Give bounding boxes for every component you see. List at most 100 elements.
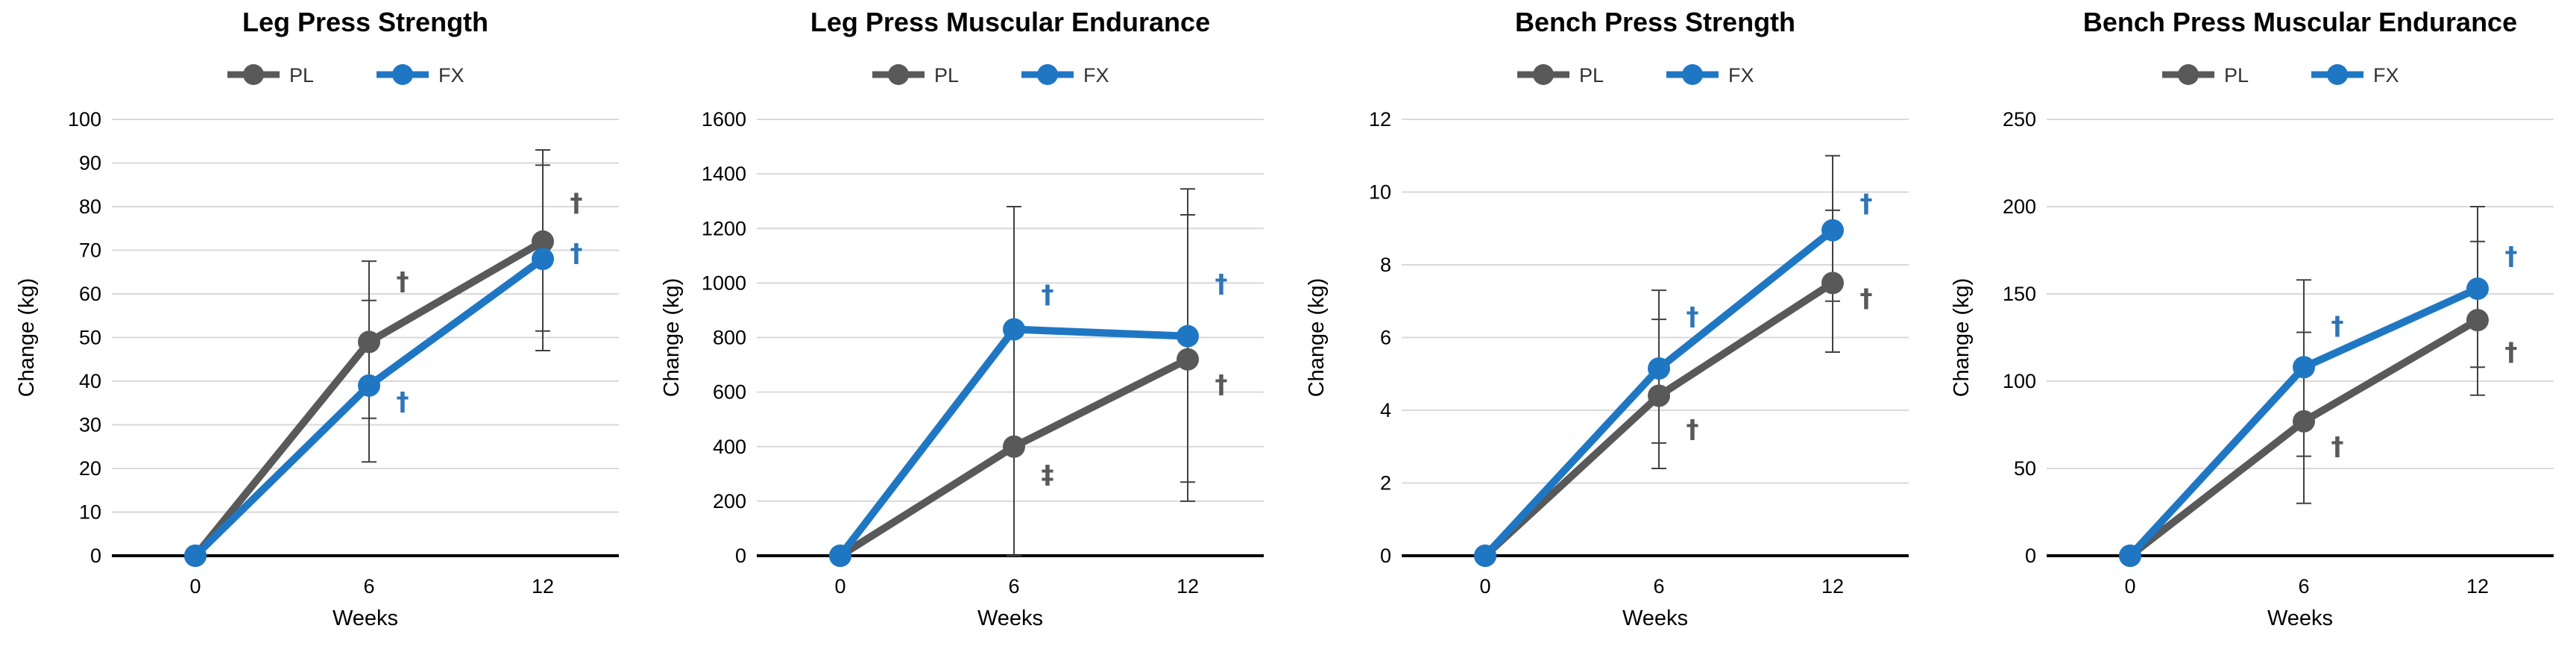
chart-leg-press-endurance: Leg Press Muscular Endurance PL FX 0 200 400 6… (660, 7, 1264, 630)
x-axis-label: Weeks (1622, 606, 1688, 630)
legend-label-pl: PL (1579, 64, 1604, 87)
y-tick-label: 100 (2003, 370, 2036, 392)
y-tick-label: 0 (735, 545, 746, 567)
significance-marker-pl: ‡ (1042, 460, 1054, 489)
y-tick-label: 400 (713, 436, 746, 458)
data-point-fx (184, 545, 207, 567)
legend-label-fx: FX (438, 64, 465, 87)
y-tick-label: 0 (90, 545, 101, 567)
chart-title: Leg Press Muscular Endurance (810, 7, 1210, 37)
legend-marker-fx (1037, 64, 1058, 85)
legend: PL FX (872, 64, 1109, 87)
y-tick-label: 0 (1380, 545, 1391, 567)
significance-marker-pl: † (1215, 370, 1228, 400)
y-tick-label: 6 (1380, 327, 1391, 349)
legend: PL FX (1517, 64, 1754, 87)
legend-label-fx: FX (1083, 64, 1109, 87)
data-point-pl (1003, 435, 1025, 458)
y-tick-label: 50 (2014, 457, 2036, 480)
x-tick-label: 6 (363, 575, 374, 598)
chart-panel-leg-press-endurance: Leg Press Muscular Endurance PL FX 0 200 400 6… (645, 0, 1286, 646)
legend-label-pl: PL (2224, 64, 2249, 87)
significance-marker-fx: † (1860, 189, 1873, 219)
y-tick-label: 250 (2003, 108, 2036, 131)
legend-marker-pl (2178, 64, 2199, 85)
data-point-fx (2119, 545, 2141, 567)
y-axis-label: Change (kg) (1950, 278, 1974, 398)
y-tick-label: 10 (79, 501, 101, 524)
x-tick-label: 12 (1821, 575, 1844, 598)
significance-marker-pl: † (1687, 414, 1699, 444)
legend-marker-pl (243, 64, 264, 85)
y-axis-label: Change (kg) (1305, 278, 1329, 398)
data-point-fx (829, 545, 851, 567)
data-point-pl (1648, 384, 1670, 407)
y-tick-label: 800 (713, 327, 746, 349)
y-tick-label: 600 (713, 381, 746, 404)
data-point-fx (2466, 277, 2489, 300)
legend-label-pl: PL (289, 64, 314, 87)
y-tick-label: 40 (79, 370, 101, 392)
y-tick-label: 60 (79, 283, 101, 305)
x-tick-label: 6 (2298, 575, 2309, 598)
significance-marker-fx: † (1042, 280, 1054, 310)
y-tick-label: 1600 (702, 108, 746, 131)
data-point-fx (1648, 357, 1670, 380)
legend: PL FX (2162, 64, 2399, 87)
significance-marker-pl: † (1860, 283, 1873, 313)
significance-marker-fx: † (397, 386, 409, 416)
y-tick-label: 8 (1380, 254, 1391, 276)
chart-panel-bench-press-strength: Bench Press Strength PL FX 0 2 4 6 8 10 12 0 6 12 Wee… (1290, 0, 1931, 646)
data-point-fx (1177, 324, 1199, 348)
significance-marker-fx: † (2505, 242, 2518, 272)
y-tick-label: 1000 (702, 272, 746, 294)
legend-marker-fx (2327, 64, 2348, 85)
chart-title: Leg Press Strength (242, 7, 488, 37)
y-tick-label: 0 (2025, 545, 2036, 567)
y-tick-label: 12 (1369, 108, 1391, 131)
y-tick-label: 90 (79, 152, 101, 175)
chart-bench-press-strength: Bench Press Strength PL FX 0 2 4 6 8 10 12 0 6 12 Wee… (1305, 7, 1909, 630)
y-tick-label: 200 (2003, 195, 2036, 218)
x-axis-label: Weeks (2267, 606, 2333, 630)
data-point-pl (2293, 410, 2315, 433)
chart-panel-bench-press-endurance: Bench Press Muscular Endurance PL FX 0 50 100… (1935, 0, 2576, 646)
significance-marker-pl: † (570, 188, 583, 218)
data-point-pl (1821, 272, 1844, 295)
x-tick-label: 6 (1653, 575, 1664, 598)
chart-title: Bench Press Strength (1515, 7, 1795, 37)
y-tick-label: 10 (1369, 181, 1391, 204)
x-tick-label: 12 (2466, 575, 2489, 598)
y-tick-label: 200 (713, 490, 746, 512)
y-tick-label: 1200 (702, 217, 746, 239)
data-point-fx (1474, 545, 1496, 567)
significance-marker-fx: † (570, 238, 583, 268)
legend-label-pl: PL (934, 64, 959, 87)
chart-panel-leg-press-strength: Leg Press Strength PL FX 0 10 20 30 40 50 60 70 80 9… (0, 0, 641, 646)
y-axis-label: Change (kg) (660, 278, 684, 398)
y-tick-label: 150 (2003, 283, 2036, 305)
significance-marker-fx: † (1687, 301, 1699, 331)
significance-marker-pl: † (397, 266, 409, 296)
chart-bench-press-endurance: Bench Press Muscular Endurance PL FX 0 50 100… (1950, 7, 2554, 630)
data-point-pl (1177, 348, 1199, 371)
significance-marker-fx: † (2331, 311, 2344, 341)
y-tick-label: 70 (79, 239, 101, 262)
x-axis-label: Weeks (333, 606, 398, 630)
x-tick-label: 12 (532, 575, 554, 598)
y-tick-label: 2 (1380, 472, 1391, 495)
legend-marker-fx (392, 64, 413, 85)
y-tick-label: 100 (68, 108, 101, 131)
legend-marker-pl (888, 64, 909, 85)
error-bar-fx (1007, 206, 1021, 556)
legend-marker-fx (1682, 64, 1703, 85)
x-tick-label: 0 (1479, 575, 1490, 598)
y-tick-label: 4 (1380, 399, 1391, 421)
legend-marker-pl (1533, 64, 1554, 85)
y-axis-label: Change (kg) (15, 278, 39, 398)
data-point-fx (1003, 318, 1025, 341)
y-tick-label: 30 (79, 414, 101, 436)
y-tick-label: 50 (79, 327, 101, 349)
x-tick-label: 6 (1008, 575, 1019, 598)
